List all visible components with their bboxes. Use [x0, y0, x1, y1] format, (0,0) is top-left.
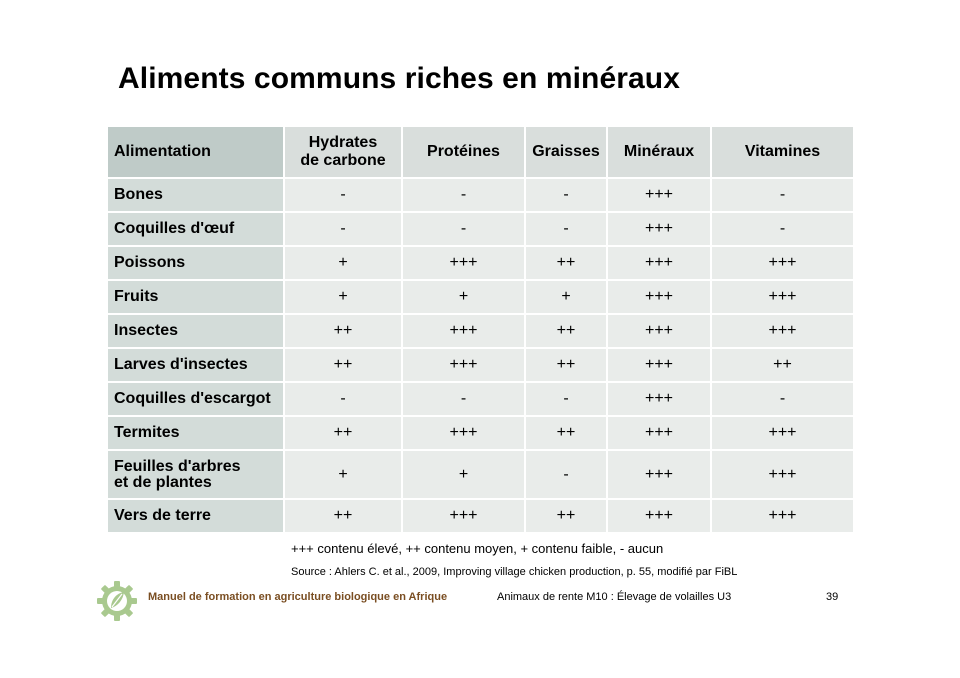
row-label: Larves d'insectes — [106, 347, 285, 383]
table-cell: + — [401, 449, 526, 500]
row-label: Coquilles d'escargot — [106, 381, 285, 417]
table-cell: +++ — [401, 313, 526, 349]
table-cell: +++ — [606, 381, 712, 417]
table-cell: ++ — [524, 245, 608, 281]
table-row: Larves d'insectes ++ +++ ++ +++ ++ — [106, 347, 855, 383]
footer-module-title: Animaux de rente M10 : Élevage de volail… — [497, 591, 732, 603]
table-cell: - — [283, 177, 403, 213]
table-cell: + — [401, 279, 526, 315]
table-cell: +++ — [606, 211, 712, 247]
table-row: Coquilles d'escargot - - - +++ - — [106, 381, 855, 417]
table-header-row: Alimentation Hydrates de carbone Protéin… — [106, 125, 855, 179]
table-cell: - — [401, 177, 526, 213]
table-cell: + — [283, 449, 403, 500]
table-legend: +++ contenu élevé, ++ contenu moyen, + c… — [291, 541, 664, 556]
row-label: Vers de terre — [106, 498, 285, 534]
table-cell: ++ — [283, 415, 403, 451]
table-cell: - — [401, 211, 526, 247]
table-row: Termites ++ +++ ++ +++ +++ — [106, 415, 855, 451]
table-cell: +++ — [606, 245, 712, 281]
table-cell: +++ — [710, 279, 855, 315]
table-cell: +++ — [401, 245, 526, 281]
table-cell: ++ — [283, 347, 403, 383]
table-cell: + — [283, 279, 403, 315]
table-cell: +++ — [606, 498, 712, 534]
gear-leaf-logo-icon — [97, 581, 137, 621]
table-cell: ++ — [283, 498, 403, 534]
page-number: 39 — [826, 591, 839, 603]
row-label: Bones — [106, 177, 285, 213]
table-row: Bones - - - +++ - — [106, 177, 855, 213]
table-cell: - — [710, 381, 855, 417]
table-cell: - — [283, 211, 403, 247]
source-citation: Source : Ahlers C. et al., 2009, Improvi… — [291, 566, 738, 578]
table-row: Vers de terre ++ +++ ++ +++ +++ — [106, 498, 855, 534]
table-cell: - — [524, 381, 608, 417]
header-mineraux: Minéraux — [606, 125, 712, 179]
table-cell: +++ — [606, 449, 712, 500]
row-label: Poissons — [106, 245, 285, 281]
header-proteines: Protéines — [401, 125, 526, 179]
header-alimentation: Alimentation — [106, 125, 285, 179]
table-row: Feuilles d'arbres et de plantes + + - ++… — [106, 449, 855, 500]
footer-manual-title: Manuel de formation en agriculture biolo… — [148, 591, 448, 603]
row-label: Coquilles d'œuf — [106, 211, 285, 247]
row-label: Termites — [106, 415, 285, 451]
table-cell: + — [283, 245, 403, 281]
table-cell: +++ — [606, 177, 712, 213]
table-cell: ++ — [710, 347, 855, 383]
table-cell: + — [524, 279, 608, 315]
table-cell: ++ — [524, 415, 608, 451]
table-cell: - — [524, 449, 608, 500]
table-row: Coquilles d'œuf - - - +++ - — [106, 211, 855, 247]
row-label: Feuilles d'arbres et de plantes — [106, 449, 285, 500]
table-cell: +++ — [606, 347, 712, 383]
header-hydrates: Hydrates de carbone — [283, 125, 403, 179]
table-cell: +++ — [606, 279, 712, 315]
table-cell: - — [524, 177, 608, 213]
header-graisses: Graisses — [524, 125, 608, 179]
table-cell: - — [710, 211, 855, 247]
page-title: Aliments communs riches en minéraux — [118, 62, 681, 95]
table-cell: - — [283, 381, 403, 417]
row-label: Fruits — [106, 279, 285, 315]
table-cell: ++ — [524, 313, 608, 349]
table-cell: +++ — [401, 415, 526, 451]
table-cell: - — [710, 177, 855, 213]
row-label: Insectes — [106, 313, 285, 349]
table-cell: +++ — [401, 347, 526, 383]
table-cell: +++ — [606, 415, 712, 451]
table-cell: ++ — [524, 347, 608, 383]
table-cell: - — [524, 211, 608, 247]
table-cell: +++ — [710, 498, 855, 534]
table-cell: +++ — [710, 313, 855, 349]
table-cell: ++ — [283, 313, 403, 349]
table-row: Fruits + + + +++ +++ — [106, 279, 855, 315]
table-cell: +++ — [710, 449, 855, 500]
table-cell: ++ — [524, 498, 608, 534]
table-cell: +++ — [401, 498, 526, 534]
header-vitamines: Vitamines — [710, 125, 855, 179]
table-cell: +++ — [606, 313, 712, 349]
table-cell: +++ — [710, 415, 855, 451]
table-row: Insectes ++ +++ ++ +++ +++ — [106, 313, 855, 349]
table-row: Poissons + +++ ++ +++ +++ — [106, 245, 855, 281]
nutrient-table: Alimentation Hydrates de carbone Protéin… — [106, 125, 855, 534]
table-cell: +++ — [710, 245, 855, 281]
table-cell: - — [401, 381, 526, 417]
